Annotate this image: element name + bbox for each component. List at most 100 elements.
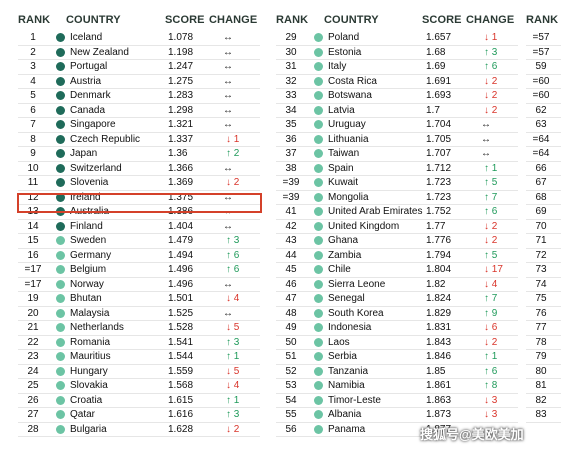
rankings-table-left: 1 Iceland 1.078 ↔ 2 New Zealand 1.198 ↔ 3 Portuga… xyxy=(18,31,260,437)
score-cell: 1.82 xyxy=(426,278,446,290)
peace-level-dot-icon xyxy=(56,47,65,57)
rank-cell: 23 xyxy=(27,351,39,362)
rank-cell: 56 xyxy=(285,423,297,435)
peace-level-dot-icon xyxy=(56,33,65,42)
rank-cell: 38 xyxy=(285,162,297,174)
rank-cell: 27 xyxy=(27,409,39,420)
change-cell: ↑ 6 xyxy=(226,264,240,275)
rank-cell: 19 xyxy=(27,293,39,304)
table-row: 21 Netherlands 1.528 ↓ 5 xyxy=(18,321,260,336)
change-cell: ↑ 3 xyxy=(226,336,240,348)
peace-level-dot-icon xyxy=(314,192,323,202)
score-cell: 1.691 xyxy=(426,75,452,87)
table-row: 51 Serbia 1.846 ↑ 1 xyxy=(276,350,518,365)
rank-cell: 41 xyxy=(285,206,297,217)
rank-cell: 25 xyxy=(27,380,39,391)
table-row: 38 Spain 1.712 ↑ 1 xyxy=(276,162,518,176)
score-cell: 1.863 xyxy=(426,394,452,406)
score-cell: 1.404 xyxy=(168,220,194,232)
table-row: 74 xyxy=(526,278,561,292)
peace-level-dot-icon xyxy=(314,221,323,231)
country-cell: Mauritius xyxy=(70,351,111,362)
score-cell: 1.275 xyxy=(168,75,194,87)
rank-cell: 24 xyxy=(27,365,39,377)
table-row: 3 Portugal 1.247 ↔ xyxy=(18,60,260,75)
change-cell: ↓ 2 xyxy=(226,423,240,435)
peace-level-dot-icon xyxy=(56,76,65,86)
change-cell: ↑ 3 xyxy=(226,409,240,420)
peace-level-dot-icon xyxy=(56,105,65,115)
rank-cell: 75 xyxy=(535,293,547,304)
change-cell: ↓ 2 xyxy=(484,75,498,87)
change-cell: ↓ 5 xyxy=(226,365,240,377)
rank-cell: 55 xyxy=(285,409,297,420)
rank-cell: 22 xyxy=(27,336,39,348)
peace-level-dot-icon xyxy=(56,91,65,100)
table-row: 44 Zambia 1.794 ↑ 5 xyxy=(276,249,518,263)
score-cell: 1.559 xyxy=(168,365,194,377)
change-cell: ↔ xyxy=(223,61,233,72)
peace-level-dot-icon xyxy=(314,207,323,216)
score-cell: 1.831 xyxy=(426,322,452,333)
table-row: 63 xyxy=(526,118,561,133)
peace-level-dot-icon xyxy=(56,381,65,390)
peace-level-dot-icon xyxy=(56,294,65,303)
country-cell: Senegal xyxy=(328,293,365,304)
peace-level-dot-icon xyxy=(314,352,323,361)
peace-level-dot-icon xyxy=(56,62,65,71)
table-row: 66 xyxy=(526,162,561,176)
table-row: 73 xyxy=(526,263,561,278)
rank-cell: 68 xyxy=(535,191,547,203)
rank-cell: 77 xyxy=(535,322,547,333)
score-cell: 1.494 xyxy=(168,249,194,261)
highlight-ireland-box xyxy=(17,193,262,213)
peace-level-dot-icon xyxy=(56,308,65,318)
country-cell: Italy xyxy=(328,61,347,72)
change-cell: ↔ xyxy=(223,220,233,232)
peace-level-dot-icon xyxy=(314,105,323,115)
score-cell: 1.707 xyxy=(426,148,452,159)
change-cell: ↓ 2 xyxy=(484,104,498,116)
rank-cell: 51 xyxy=(285,351,297,362)
header-country-right: COUNTRY xyxy=(324,14,379,26)
score-cell: 1.496 xyxy=(168,264,194,275)
country-cell: Tanzania xyxy=(328,365,369,377)
country-cell: Indonesia xyxy=(328,322,372,333)
country-cell: Poland xyxy=(328,32,360,43)
country-cell: Estonia xyxy=(328,46,362,58)
header-country-left: COUNTRY xyxy=(66,14,121,26)
header-rank-partial: RANK xyxy=(526,14,559,26)
change-cell: ↓ 2 xyxy=(484,336,498,348)
peace-level-dot-icon xyxy=(314,279,323,289)
country-cell: Albania xyxy=(328,409,362,420)
header-rank-left: RANK xyxy=(18,14,51,26)
peace-level-dot-icon xyxy=(314,62,323,71)
rank-cell: 26 xyxy=(27,394,39,406)
country-cell: Austria xyxy=(70,75,102,87)
peace-level-dot-icon xyxy=(314,294,323,303)
change-cell: ↓ 1 xyxy=(226,133,240,145)
table-row: 4 Austria 1.275 ↔ xyxy=(18,75,260,89)
peace-level-dot-icon xyxy=(56,424,65,434)
rank-cell: 35 xyxy=(285,119,297,130)
rank-cell: 69 xyxy=(535,206,547,217)
country-cell: New Zealand xyxy=(70,46,129,58)
peace-level-dot-icon xyxy=(314,250,323,260)
rank-cell: 10 xyxy=(27,162,39,174)
country-cell: Zambia xyxy=(328,249,362,261)
score-cell: 1.375 xyxy=(168,191,194,203)
change-cell: ↓ 2 xyxy=(484,235,498,246)
country-cell: Denmark xyxy=(70,90,111,101)
rank-cell: 49 xyxy=(285,322,297,333)
rank-cell: 59 xyxy=(535,61,547,72)
peace-level-dot-icon xyxy=(56,352,65,361)
change-cell: ↔ xyxy=(223,32,233,43)
change-cell: ↓ 4 xyxy=(226,380,240,391)
peace-level-dot-icon xyxy=(314,410,323,419)
table-row: 80 xyxy=(526,365,561,379)
change-cell: ↑ 2 xyxy=(226,148,240,159)
rank-cell: 34 xyxy=(285,104,297,116)
score-cell: 1.77 xyxy=(426,220,446,232)
change-cell: ↔ xyxy=(223,307,233,319)
rank-cell: 32 xyxy=(285,75,297,87)
